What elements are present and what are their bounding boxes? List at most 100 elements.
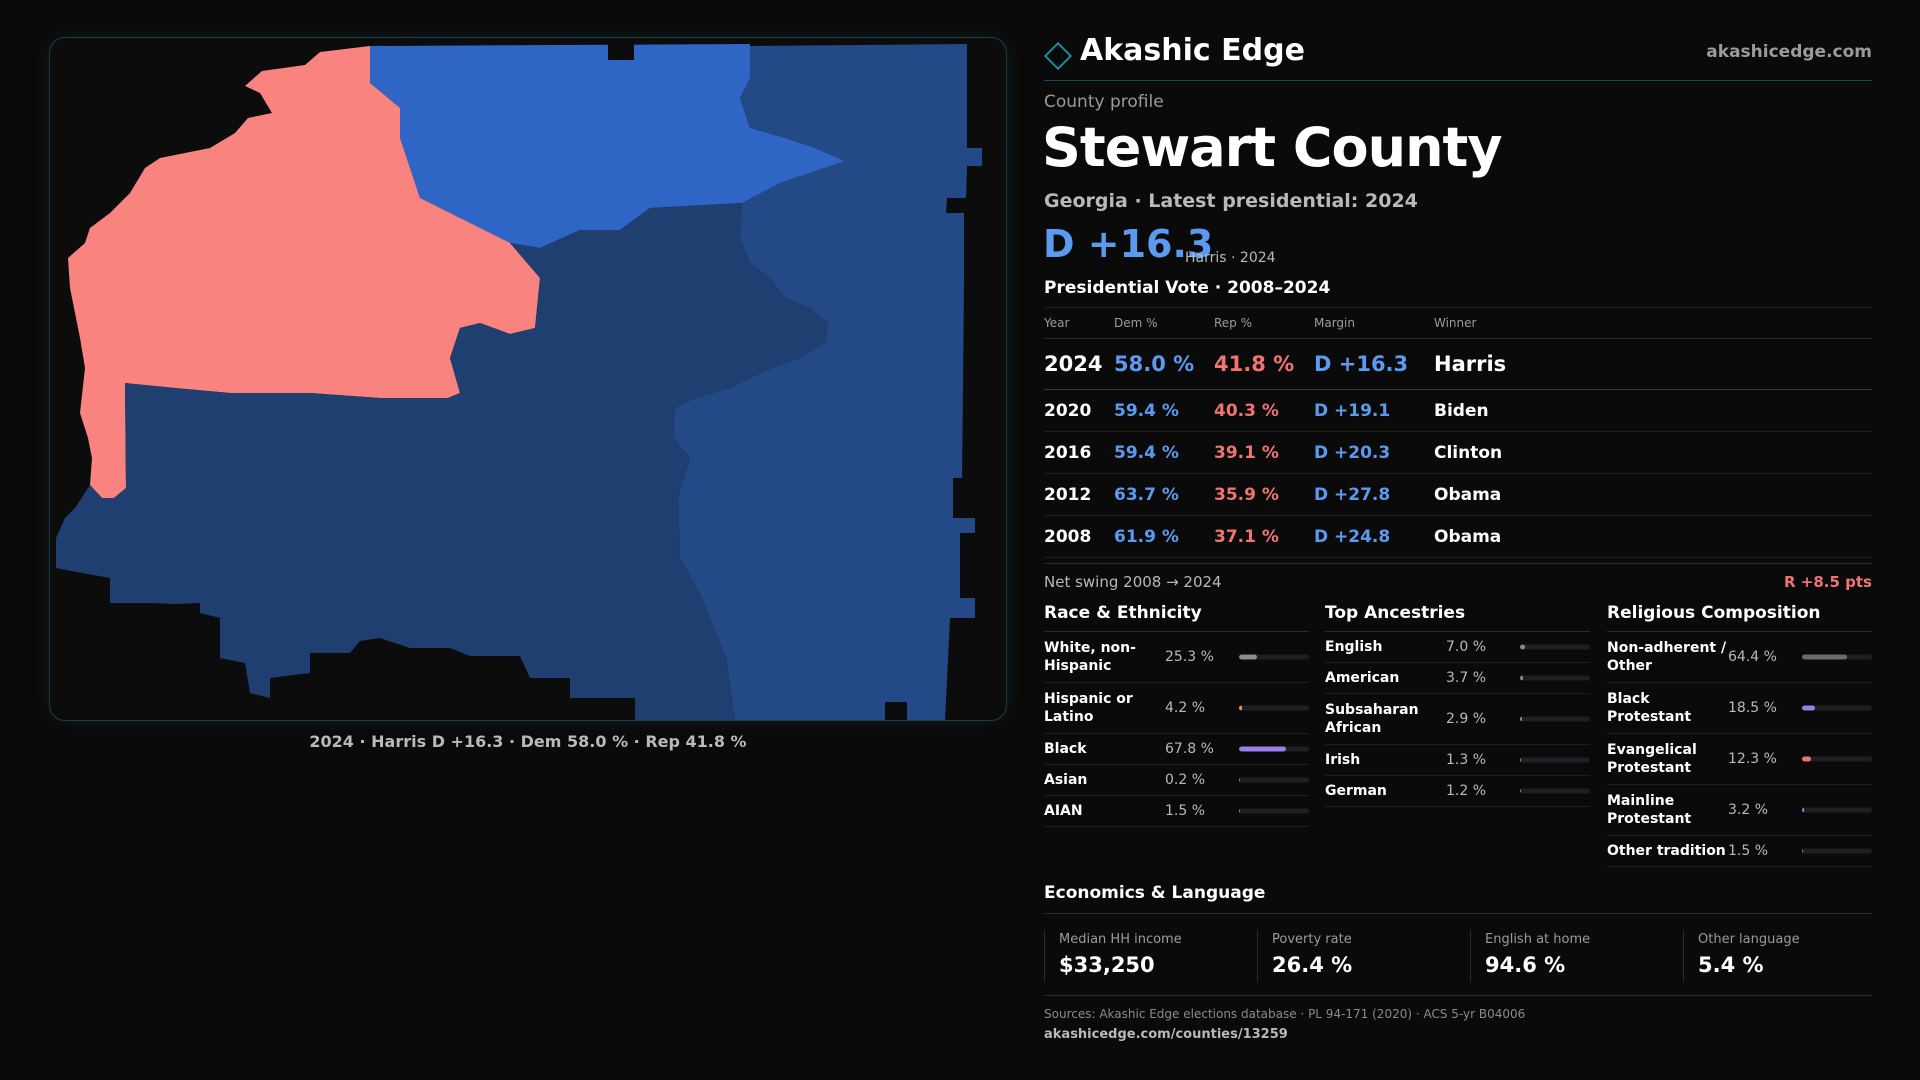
vote-table: Year Dem % Rep % Margin Winner 2024 58.0… bbox=[1044, 307, 1872, 558]
religion-label: Mainline Protestant bbox=[1607, 793, 1692, 827]
race-label: Hispanic or Latino bbox=[1044, 691, 1133, 725]
ancestry-bar bbox=[1520, 716, 1590, 722]
map-region-east[interactable] bbox=[673, 44, 982, 721]
map-notch bbox=[608, 38, 634, 60]
list-item: Black 67.8 % bbox=[1044, 734, 1309, 765]
list-item: White, non-Hispanic 25.3 % bbox=[1044, 632, 1309, 683]
col-header-winner: Winner bbox=[1434, 316, 1477, 330]
cell-dem: 59.4 % bbox=[1114, 400, 1179, 421]
ancestry-value: 7.0 % bbox=[1446, 639, 1487, 655]
table-row: 2024 58.0 % 41.8 % D +16.3 Harris bbox=[1044, 339, 1872, 390]
cell-margin: D +19.1 bbox=[1314, 400, 1391, 421]
ancestry-label: American bbox=[1325, 670, 1400, 686]
race-value: 25.3 % bbox=[1165, 649, 1214, 665]
county-url-link[interactable]: akashicedge.com/counties/13259 bbox=[1044, 1027, 1288, 1042]
list-item: Asian 0.2 % bbox=[1044, 765, 1309, 796]
race-bar-fill bbox=[1239, 654, 1257, 660]
cell-rep: 37.1 % bbox=[1214, 526, 1279, 547]
religion-bar-fill bbox=[1802, 807, 1805, 813]
cell-winner: Harris bbox=[1434, 352, 1507, 376]
brand-name: Akashic Edge bbox=[1080, 33, 1305, 68]
cell-rep: 35.9 % bbox=[1214, 484, 1279, 505]
stat-card-poverty: Poverty rate 26.4 % bbox=[1257, 930, 1463, 982]
stat-value: $33,250 bbox=[1059, 953, 1155, 977]
cell-margin: D +20.3 bbox=[1314, 442, 1391, 463]
header: Akashic Edge akashicedge.com bbox=[1043, 30, 1872, 81]
headline-margin-note: Harris · 2024 bbox=[1185, 250, 1276, 266]
ancestry-bar bbox=[1520, 788, 1590, 794]
ancestry-value: 2.9 % bbox=[1446, 711, 1487, 727]
cell-year: 2012 bbox=[1044, 484, 1092, 505]
cell-dem: 58.0 % bbox=[1114, 352, 1195, 376]
religion-label: Other tradition bbox=[1607, 843, 1726, 859]
ancestry-bar bbox=[1520, 675, 1590, 681]
religion-bar bbox=[1802, 807, 1872, 813]
race-value: 4.2 % bbox=[1165, 700, 1206, 716]
list-item: German 1.2 % bbox=[1325, 776, 1590, 807]
cell-winner: Biden bbox=[1434, 400, 1489, 421]
ancestry-label: Irish bbox=[1325, 752, 1361, 768]
cell-dem: 61.9 % bbox=[1114, 526, 1179, 547]
religion-label: Non-adherent / Other bbox=[1607, 640, 1727, 674]
map-notch bbox=[885, 702, 907, 720]
list-item: American 3.7 % bbox=[1325, 663, 1590, 694]
cell-year: 2020 bbox=[1044, 400, 1092, 421]
vote-section-title: Presidential Vote · 2008–2024 bbox=[1044, 278, 1331, 298]
race-bar-fill bbox=[1239, 808, 1241, 814]
cell-dem: 59.4 % bbox=[1114, 442, 1179, 463]
map-region-west[interactable] bbox=[68, 46, 540, 498]
cell-rep: 40.3 % bbox=[1214, 400, 1279, 421]
race-bar bbox=[1239, 808, 1309, 814]
col-header-margin: Margin bbox=[1314, 316, 1355, 330]
table-row: 2012 63.7 % 35.9 % D +27.8 Obama bbox=[1044, 474, 1872, 516]
cell-rep: 41.8 % bbox=[1214, 352, 1295, 376]
race-bar-fill bbox=[1239, 746, 1287, 752]
profile-eyebrow: County profile bbox=[1044, 92, 1164, 112]
county-map[interactable] bbox=[49, 37, 1007, 721]
stat-label: Poverty rate bbox=[1272, 932, 1352, 947]
site-url-link[interactable]: akashicedge.com bbox=[1706, 42, 1872, 62]
race-label: White, non-Hispanic bbox=[1044, 640, 1136, 674]
map-region-central[interactable] bbox=[56, 203, 828, 721]
cell-winner: Clinton bbox=[1434, 442, 1503, 463]
stat-label: Other language bbox=[1698, 932, 1800, 947]
race-bar-fill bbox=[1239, 705, 1242, 711]
religion-label: Black Protestant bbox=[1607, 691, 1692, 725]
list-item: Irish 1.3 % bbox=[1325, 745, 1590, 776]
map-region-north[interactable] bbox=[370, 44, 845, 248]
race-value: 67.8 % bbox=[1165, 741, 1214, 757]
stat-card-income: Median HH income $33,250 bbox=[1044, 930, 1250, 982]
religion-value: 12.3 % bbox=[1728, 751, 1777, 767]
map-notch bbox=[615, 698, 635, 720]
economics-title: Economics & Language bbox=[1044, 883, 1872, 914]
list-item: Subsaharan African 2.9 % bbox=[1325, 694, 1590, 745]
page-title: Stewart County bbox=[1042, 116, 1503, 179]
race-bar bbox=[1239, 654, 1309, 660]
ancestry-label: Subsaharan African bbox=[1325, 702, 1419, 736]
race-bar bbox=[1239, 705, 1309, 711]
religion-bar bbox=[1802, 705, 1872, 711]
ancestry-bar-fill bbox=[1520, 757, 1522, 763]
sources-text: Sources: Akashic Edge elections database… bbox=[1044, 1007, 1526, 1021]
list-item: English 7.0 % bbox=[1325, 632, 1590, 663]
ancestry-label: German bbox=[1325, 783, 1387, 799]
religion-bar-fill bbox=[1802, 756, 1811, 762]
cell-margin: D +27.8 bbox=[1314, 484, 1391, 505]
cell-winner: Obama bbox=[1434, 526, 1502, 547]
religion-value: 3.2 % bbox=[1728, 802, 1769, 818]
list-item: Mainline Protestant 3.2 % bbox=[1607, 785, 1872, 836]
religion-bar-fill bbox=[1802, 848, 1804, 854]
race-label: Asian bbox=[1044, 772, 1088, 788]
ancestry-bar-fill bbox=[1520, 644, 1525, 650]
map-caption: 2024 · Harris D +16.3 · Dem 58.0 % · Rep… bbox=[309, 732, 747, 751]
race-title: Race & Ethnicity bbox=[1044, 601, 1309, 632]
stat-value: 94.6 % bbox=[1485, 953, 1566, 977]
stat-card-english: English at home 94.6 % bbox=[1470, 930, 1676, 982]
table-row: 2008 61.9 % 37.1 % D +24.8 Obama bbox=[1044, 516, 1872, 558]
race-ethnicity-section: Race & Ethnicity White, non-Hispanic 25.… bbox=[1044, 601, 1309, 827]
headline-margin: D +16.3 bbox=[1043, 222, 1214, 266]
ancestry-bar bbox=[1520, 757, 1590, 763]
sources-footer: Sources: Akashic Edge elections database… bbox=[1044, 995, 1872, 1042]
ancestry-value: 1.2 % bbox=[1446, 783, 1487, 799]
race-bar bbox=[1239, 777, 1309, 783]
